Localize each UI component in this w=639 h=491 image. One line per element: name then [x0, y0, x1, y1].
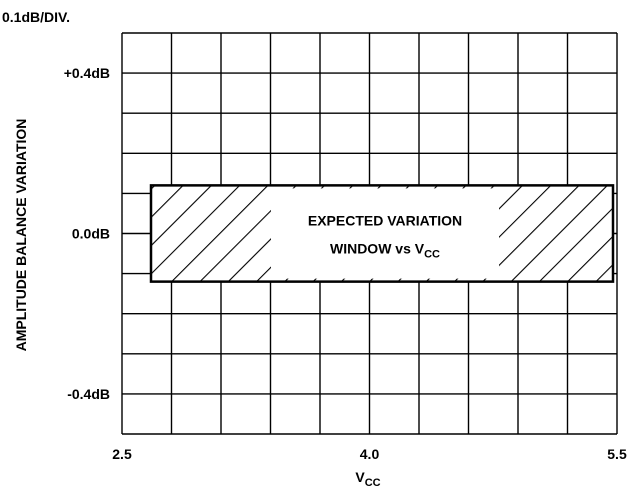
variation-window: EXPECTED VARIATION WINDOW vs VCC: [149, 184, 615, 283]
y-tick-label: 0.0dB: [72, 226, 110, 242]
window-label-background: [271, 188, 499, 279]
x-axis-label: VCC: [355, 469, 380, 489]
y-tick-label: +0.4dB: [64, 65, 110, 81]
window-label-line2-sub: CC: [424, 249, 440, 261]
y-axis-label: AMPLITUDE BALANCE VARIATION: [13, 119, 29, 352]
tick-labels: 2.5 4.0 5.5 +0.4dB 0.0dB -0.4dB: [64, 65, 627, 462]
window-border: [149, 184, 615, 283]
x-axis-label-main: V: [355, 469, 365, 485]
window-label-line1: EXPECTED VARIATION: [308, 213, 462, 229]
x-axis-label-sub: CC: [365, 477, 381, 489]
x-tick-label: 5.5: [607, 446, 627, 462]
x-tick-label: 2.5: [112, 446, 132, 462]
y-tick-label: -0.4dB: [67, 386, 110, 402]
window-label-line2: WINDOW vs VCC: [330, 241, 440, 261]
scale-note: 0.1dB/DIV.: [2, 9, 70, 25]
x-tick-label: 4.0: [360, 446, 380, 462]
window-label-line2-main: WINDOW vs V: [330, 241, 425, 257]
